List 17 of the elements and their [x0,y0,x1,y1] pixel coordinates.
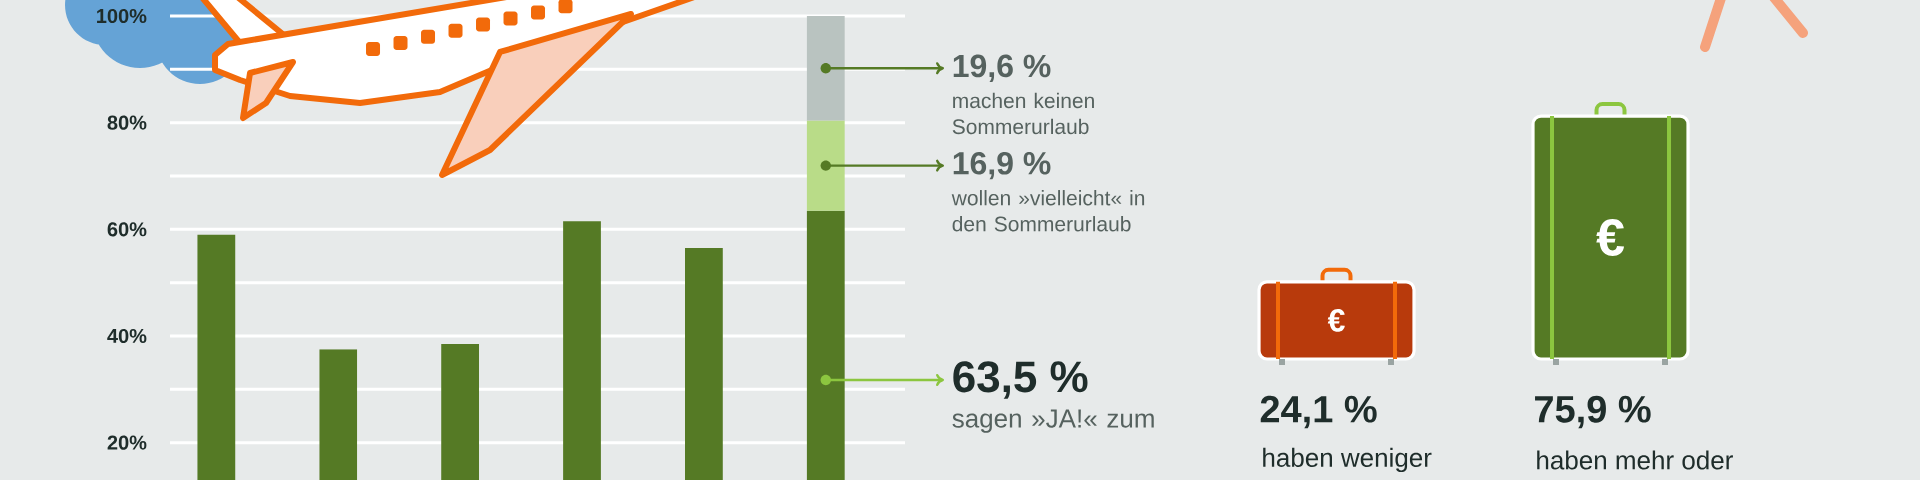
y-tick-label: 60% [107,222,147,237]
text: machen keinen Sommerurlaub [952,92,1094,135]
data-label: 75,9 % [1535,395,1651,429]
text: € [1596,219,1625,256]
data-label: 16,9 % [953,151,1051,180]
text: haben weniger [1263,447,1432,473]
text: haben mehr oder [1537,450,1733,470]
text: wollen »vielleicht« in den Sommerurlaub [951,190,1145,232]
data-label: 24,1 % [1260,395,1377,429]
y-tick-label: 40% [107,328,147,344]
text: sagen »JA!« zum [952,409,1154,433]
text: € [1327,309,1345,332]
y-tick-label: 100% [97,8,147,24]
data-label: 63,5 % [953,361,1088,399]
data-label: 19,6 % [953,54,1051,82]
y-tick-label: 80% [107,115,147,130]
y-tick-label: 20% [107,435,147,450]
